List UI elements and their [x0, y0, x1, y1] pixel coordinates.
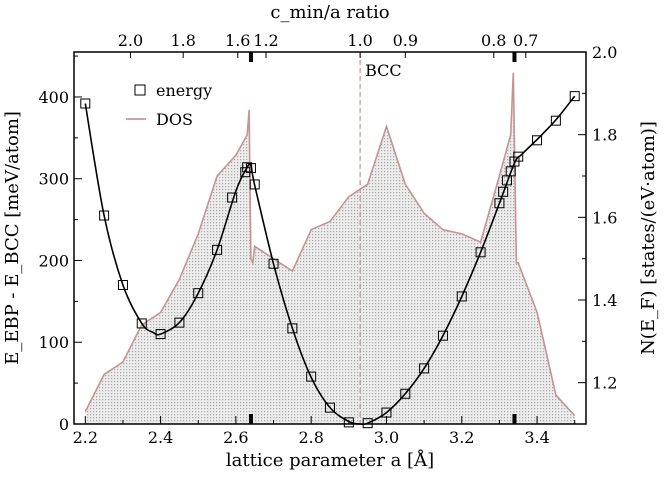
- energy-point-marker: [80, 98, 91, 109]
- energy-point-marker: [513, 151, 524, 162]
- energy-point-marker: [193, 288, 204, 299]
- energy-point-marker: [362, 418, 373, 429]
- x-tick-label: 3.2: [449, 428, 474, 447]
- legend-energy-label: energy: [156, 81, 212, 100]
- energy-point-marker: [498, 186, 509, 197]
- energy-point-marker: [419, 363, 430, 374]
- y-right-tick-label: 1.4: [592, 291, 617, 310]
- dos-line: [84, 72, 576, 417]
- x-tick-label: 2.6: [223, 428, 248, 447]
- energy-point-marker: [242, 162, 253, 173]
- y-right-tick-label: 1.2: [592, 374, 617, 393]
- y-right-tick-label: 2.0: [592, 43, 617, 62]
- y-left-tick-label: 200: [38, 251, 69, 270]
- top-tick-label: 1.6: [225, 31, 250, 50]
- energy-point-marker: [569, 91, 580, 102]
- y-right-tick-label: 1.8: [592, 126, 617, 145]
- legend-dos-label: DOS: [156, 110, 193, 129]
- top-tick-label: 0.8: [481, 31, 506, 50]
- energy-point-marker: [306, 371, 317, 382]
- energy-point-marker: [117, 280, 128, 291]
- x-axis-label: lattice parameter a [Å]: [226, 449, 434, 471]
- top-tick-label: 1.0: [347, 31, 372, 50]
- y-left-tick-label: 300: [38, 170, 69, 189]
- x-tick-label: 3.0: [374, 428, 399, 447]
- energy-point-marker: [99, 210, 110, 221]
- energy-point-marker: [343, 417, 354, 428]
- energy-point-marker: [249, 179, 260, 190]
- axis-labels-layer: lattice parameter a [Å] c_min/a ratio E_EB…: [2, 2, 659, 471]
- energy-point-marker: [155, 329, 166, 340]
- energy-point-marker: [287, 323, 298, 334]
- top-tick-label: 1.8: [170, 31, 195, 50]
- energy-point-marker: [505, 166, 516, 177]
- legend-energy-marker: [134, 84, 146, 96]
- energy-point-marker: [494, 198, 505, 209]
- bcc-reference-layer: BCC: [359, 52, 402, 424]
- energy-point-marker: [227, 192, 238, 203]
- energy-point-marker: [550, 115, 561, 126]
- energy-fit-layer: [84, 95, 576, 426]
- energy-point-marker: [245, 163, 256, 174]
- energy-point-marker: [475, 247, 486, 258]
- axis-ticks-layer: 2.2 2.4 2.6 2.8 3.0 3.2 3.42.0 1.8 1.6 1.2 1.0 0.9 0…: [38, 31, 617, 447]
- x-tick-label: 2.2: [73, 428, 98, 447]
- energy-point-marker: [437, 330, 448, 341]
- top-tick-label: 1.2: [253, 31, 278, 50]
- top-tick-label: 0.7: [513, 31, 538, 50]
- y-left-tick-label: 400: [38, 88, 69, 107]
- energy-point-marker: [268, 258, 279, 269]
- bcc-label: BCC: [365, 61, 402, 80]
- top-tick-label: 0.9: [393, 31, 418, 50]
- y-right-tick-label: 1.6: [592, 208, 617, 227]
- y-left-axis-label: E_EBP - E_BCC [meV/atom]: [2, 111, 23, 365]
- top-axis-label: c_min/a ratio: [270, 2, 389, 23]
- energy-fit-curve: [84, 95, 576, 426]
- x-tick-label: 2.4: [148, 428, 173, 447]
- plot-frame: [73, 51, 587, 425]
- energy-point-marker: [532, 135, 543, 146]
- top-tick-label: 2.0: [118, 31, 143, 50]
- legend: energy DOS: [126, 81, 212, 129]
- y-left-tick-label: 100: [38, 333, 69, 352]
- energy-point-marker: [456, 291, 467, 302]
- dos-area-fill: [85, 72, 575, 424]
- energy-point-marker: [136, 318, 147, 329]
- energy-point-marker: [400, 388, 411, 399]
- energy-point-marker: [212, 244, 223, 255]
- energy-point-marker: [174, 317, 185, 328]
- x-tick-label: 2.8: [298, 428, 323, 447]
- y-right-axis-label: N(E_F) [states/(eV·atom)]: [638, 121, 659, 355]
- energy-markers-layer: [80, 91, 580, 429]
- energy-point-marker: [325, 402, 335, 413]
- y-left-tick-label: 0: [59, 415, 69, 434]
- x-tick-label: 3.4: [524, 428, 549, 447]
- dos-area-layer: [84, 72, 576, 424]
